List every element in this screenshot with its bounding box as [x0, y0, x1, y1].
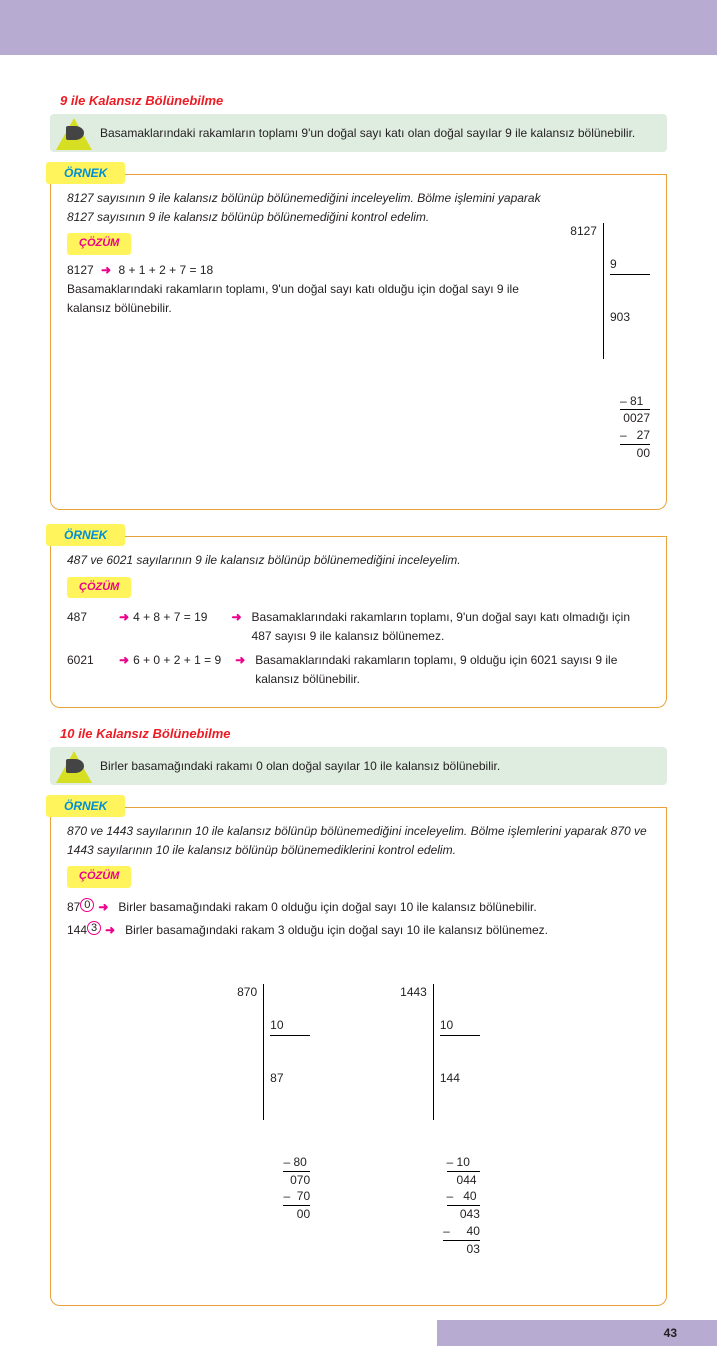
circled-digit: 0: [80, 898, 94, 912]
rule-text-10: Birler basamağındaki rakamı 0 olan doğal…: [100, 759, 500, 773]
circled-digit: 3: [87, 921, 101, 935]
section-title-10: 10 ile Kalansız Bölünebilme: [60, 726, 667, 741]
example-2: 487 ve 6021 sayılarının 9 ile kalansız b…: [50, 537, 667, 708]
arrow-icon: ➜: [101, 921, 119, 940]
page-number: 43: [437, 1320, 717, 1346]
ex1-conclusion: Basamaklarındaki rakamların toplamı, 9'u…: [67, 280, 550, 318]
arrow-icon: ➜: [227, 608, 245, 627]
ex2-prompt: 487 ve 6021 sayılarının 9 ile kalansız b…: [67, 551, 650, 570]
ex2-r2-calc: 6 + 0 + 2 + 1 = 9: [133, 651, 221, 670]
ex3-r1-pre: 87: [67, 898, 80, 917]
rule-box-9: Basamaklarındaki rakamların toplamı 9'un…: [50, 114, 667, 152]
arrow-icon: ➜: [115, 651, 133, 670]
cozum-tab: ÇÖZÜM: [67, 866, 131, 888]
arrow-icon: ➜: [97, 261, 115, 280]
ex2-r1-expl: Basamaklarındaki rakamların toplamı, 9'u…: [246, 608, 650, 646]
section-title-9: 9 ile Kalansız Bölünebilme: [60, 93, 667, 108]
division-1443: 1443 10 144 – 10 044 – 40 043 – 40 03: [400, 950, 480, 1291]
header-bar: [0, 0, 717, 55]
page-content: 9 ile Kalansız Bölünebilme Basamaklarınd…: [0, 55, 717, 1306]
ex2-r1-num: 487: [67, 608, 115, 627]
ex1-calc: 8 + 1 + 2 + 7 = 18: [118, 263, 213, 277]
ex3-r2-expl: Birler basamağındaki rakam 3 olduğu için…: [119, 921, 650, 940]
arrow-icon: ➜: [231, 651, 249, 670]
division-8127: 8127 9 903 – 81 0027 – 27 00: [570, 189, 650, 495]
ex3-prompt: 870 ve 1443 sayılarının 10 ile kalansız …: [67, 822, 650, 860]
example-1: 8127 sayısının 9 ile kalansız bölünüp bö…: [50, 175, 667, 510]
division-870: 870 10 87 – 80 070 – 70 00: [237, 950, 310, 1291]
ornek-tab: ÖRNEK: [46, 795, 125, 817]
ornek-tab: ÖRNEK: [46, 524, 125, 546]
megaphone-icon: [56, 118, 92, 154]
arrow-icon: ➜: [115, 608, 133, 627]
example-3: 870 ve 1443 sayılarının 10 ile kalansız …: [50, 808, 667, 1306]
ex3-r2-pre: 144: [67, 921, 87, 940]
cozum-tab: ÇÖZÜM: [67, 577, 131, 599]
ex1-prompt: 8127 sayısının 9 ile kalansız bölünüp bö…: [67, 189, 550, 227]
ornek-tab: ÖRNEK: [46, 162, 125, 184]
ex1-num: 8127: [67, 263, 94, 277]
ex2-r2-expl: Basamaklarındaki rakamların toplamı, 9 o…: [249, 651, 650, 689]
ex2-r1-calc: 4 + 8 + 7 = 19: [133, 608, 207, 627]
cozum-tab: ÇÖZÜM: [67, 233, 131, 255]
megaphone-icon: [56, 751, 92, 787]
rule-box-10: Birler basamağındaki rakamı 0 olan doğal…: [50, 747, 667, 785]
ex2-r2-num: 6021: [67, 651, 115, 670]
arrow-icon: ➜: [94, 898, 112, 917]
ex3-r1-expl: Birler basamağındaki rakam 0 olduğu için…: [112, 898, 650, 917]
rule-text: Basamaklarındaki rakamların toplamı 9'un…: [100, 126, 635, 140]
